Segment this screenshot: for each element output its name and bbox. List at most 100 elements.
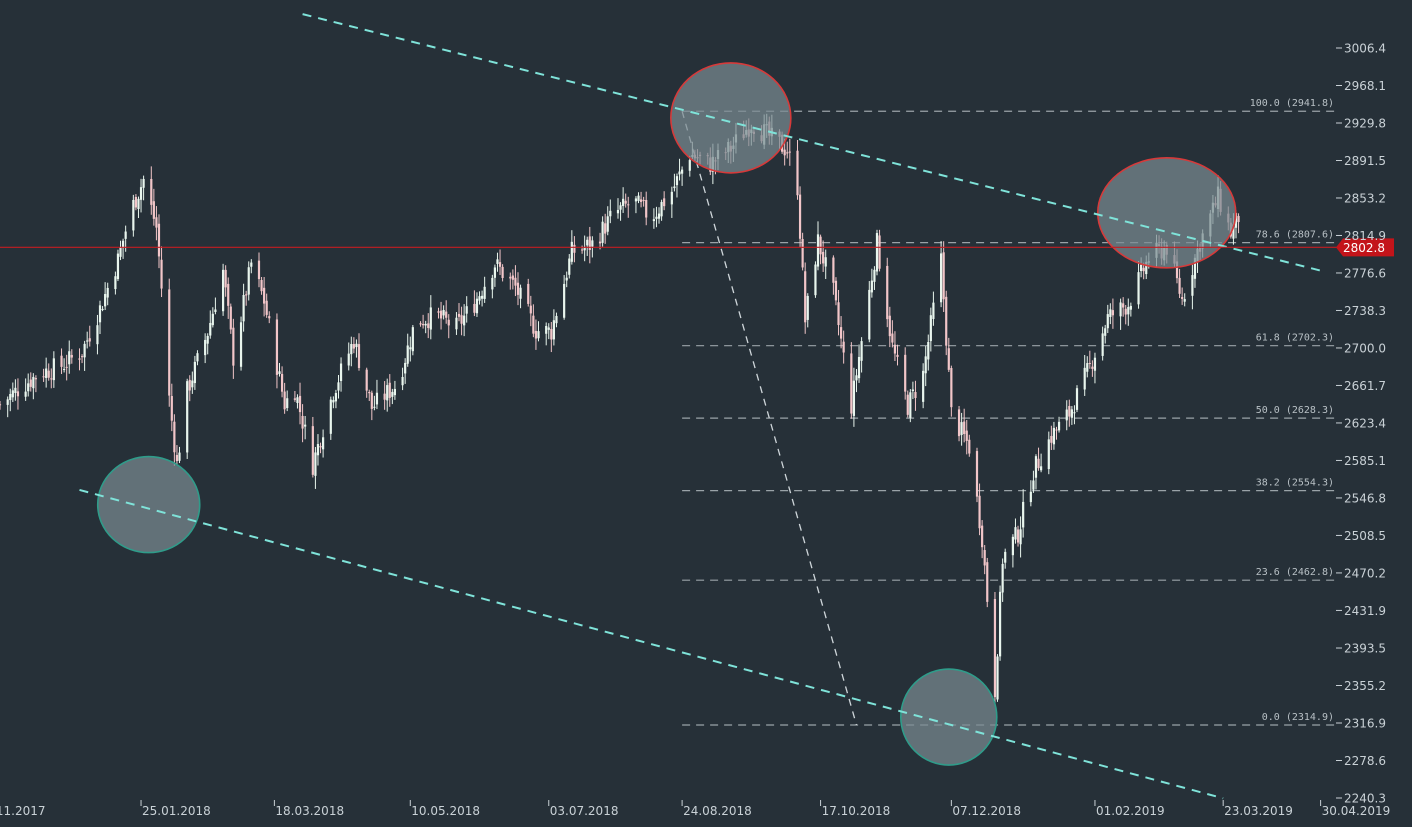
candle-body <box>580 249 584 251</box>
candle-body <box>45 368 48 378</box>
candle-body <box>570 241 573 262</box>
candle <box>137 196 140 219</box>
candle <box>437 307 440 319</box>
candle-body <box>670 191 673 205</box>
candle-body <box>29 379 32 387</box>
candle <box>355 339 358 358</box>
candle-body <box>788 151 791 153</box>
candle-body <box>355 343 358 348</box>
candle-body <box>268 316 271 319</box>
candle-body <box>675 176 679 186</box>
candle <box>445 300 448 324</box>
candle <box>0 400 2 410</box>
candle <box>555 312 558 328</box>
candle <box>1032 470 1035 493</box>
current-price-label: 2802.8 <box>1343 241 1385 255</box>
candle-body <box>473 303 476 313</box>
candle <box>929 307 932 352</box>
candle <box>411 324 414 356</box>
candle <box>911 381 914 400</box>
candle <box>406 333 409 367</box>
highlight-circle <box>899 668 998 766</box>
candle <box>250 259 253 274</box>
candle-body <box>545 325 548 334</box>
candle <box>786 141 789 159</box>
candle <box>224 265 227 297</box>
candle <box>993 591 997 704</box>
candle-body <box>293 398 296 400</box>
candle-body <box>445 311 448 318</box>
candle-body <box>642 199 645 201</box>
candle-body <box>388 382 391 398</box>
candle <box>491 274 494 299</box>
fib-level-label: 23.6 (2462.8) <box>1256 567 1334 578</box>
candle-body <box>929 315 932 342</box>
x-tick-label: 18.03.2018 <box>275 804 344 818</box>
candle-body <box>68 351 71 365</box>
candle <box>332 396 335 409</box>
candle <box>442 305 445 320</box>
candle <box>550 321 553 353</box>
candle-body <box>52 358 55 381</box>
candle <box>798 186 802 248</box>
x-axis: 11.2017 25.01.2018 18.03.2018 10.05.2018 03.… <box>0 800 1390 818</box>
candle <box>868 281 871 343</box>
candle-body <box>568 258 571 275</box>
candle <box>1124 304 1127 325</box>
candle <box>373 395 376 411</box>
candle <box>229 303 232 334</box>
candle <box>598 232 602 250</box>
candle <box>957 406 961 442</box>
candle-body <box>178 452 181 461</box>
y-tick-label: 2929.8 <box>1344 116 1386 130</box>
candle <box>1137 260 1140 309</box>
candle-body <box>652 219 655 222</box>
candle <box>1088 350 1091 369</box>
candle <box>86 331 89 349</box>
candle <box>121 238 125 259</box>
candle-body <box>155 217 158 228</box>
candle <box>1237 213 1240 234</box>
candle <box>204 333 207 364</box>
candle <box>265 293 268 318</box>
candle-body <box>375 392 379 405</box>
candle <box>60 348 63 375</box>
x-tick-label: 23.03.2019 <box>1224 804 1293 818</box>
candle-body <box>232 327 235 366</box>
candle-body <box>588 236 591 251</box>
candle-body <box>250 262 253 267</box>
candle-body <box>429 307 432 330</box>
candle <box>14 379 17 401</box>
candle-body <box>1178 277 1181 294</box>
x-tick-label: 30.04.2019 <box>1322 804 1391 818</box>
candle <box>1093 352 1097 384</box>
candle-body <box>947 348 950 370</box>
candle-body <box>627 204 630 206</box>
candle <box>63 358 66 373</box>
candle <box>839 316 843 349</box>
candle-body <box>591 240 594 247</box>
candle-body <box>1034 456 1038 478</box>
candle <box>1119 298 1122 330</box>
candle-body <box>857 356 861 379</box>
candle-body <box>124 231 127 239</box>
candle <box>275 313 279 389</box>
candle <box>963 408 966 443</box>
candle <box>304 415 307 440</box>
candle-body <box>245 294 248 296</box>
candle-body <box>801 239 804 268</box>
y-tick-label: 2623.4 <box>1344 416 1386 430</box>
candle-body <box>873 269 876 282</box>
candle <box>857 344 861 383</box>
candle <box>119 240 122 261</box>
candle-body <box>816 234 820 267</box>
candle <box>1037 447 1040 471</box>
candle <box>1191 264 1194 310</box>
candle <box>50 368 53 389</box>
candle <box>1106 304 1109 334</box>
candle-body <box>1175 261 1179 279</box>
candle-body <box>534 330 538 339</box>
candle <box>193 355 196 390</box>
candle <box>493 264 497 287</box>
